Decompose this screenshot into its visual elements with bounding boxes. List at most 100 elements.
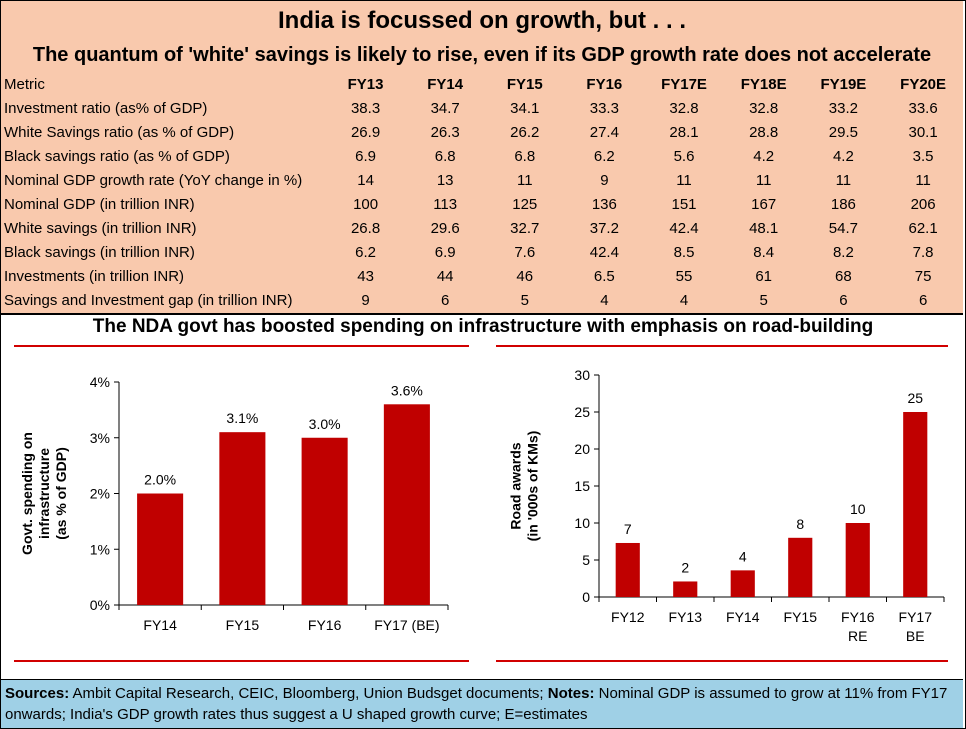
- table-cell: 61: [755, 267, 773, 285]
- table-cell: 33.6: [908, 99, 938, 117]
- table-cell: 13: [436, 171, 454, 189]
- metric-label: Investment ratio (as% of GDP): [4, 99, 208, 117]
- data-label: 3.0%: [309, 416, 341, 432]
- x-tick-label: BE: [906, 628, 925, 644]
- table-cell: 6: [839, 291, 848, 309]
- metric-label: Black savings (in trillion INR): [4, 243, 195, 261]
- table-cell: 34.7: [430, 99, 460, 117]
- sources-text: Ambit Capital Research, CEIC, Bloomberg,…: [69, 685, 548, 702]
- table-cell: 32.7: [510, 219, 540, 237]
- table-cell: 11: [676, 171, 692, 189]
- y-tick-label: 10: [574, 515, 590, 531]
- x-tick-label: FY12: [611, 609, 645, 625]
- bar: [219, 432, 266, 605]
- data-label: 25: [907, 390, 923, 406]
- table-row: White Savings ratio (as % of GDP) 26.9 26.…: [4, 120, 963, 144]
- x-tick-label: FY16: [308, 617, 342, 633]
- x-tick-label: FY16: [841, 609, 875, 625]
- table-cell: 34.1: [510, 99, 540, 117]
- table-cell: 44: [436, 267, 454, 285]
- table-cell: 100: [353, 195, 379, 213]
- table-cell: 30.1: [908, 123, 938, 141]
- data-label: 8: [796, 516, 804, 532]
- table-cell: 28.1: [669, 123, 699, 141]
- table-header-row: Metric FY13 FY14 FY15 FY16 FY17E FY18E F…: [4, 72, 963, 96]
- y-tick-label: 4%: [90, 374, 110, 390]
- table-cell: 6.2: [355, 243, 376, 261]
- bar: [615, 542, 640, 597]
- table-cell: 8.4: [753, 243, 775, 261]
- y-tick-label: 3%: [90, 430, 110, 446]
- table-cell: 32.8: [749, 99, 779, 117]
- table-cell: 7.8: [912, 243, 934, 261]
- metric-label: Investments (in trillion INR): [4, 267, 185, 285]
- y-tick-label: 0: [582, 589, 590, 605]
- table-cell: 29.5: [828, 123, 858, 141]
- table-cell: 43: [357, 267, 374, 285]
- table-cell: 75: [914, 267, 932, 285]
- table-header-cell: FY13: [347, 75, 384, 93]
- table-cell: 11: [835, 171, 852, 189]
- bar: [845, 523, 870, 597]
- table-cell: 11: [516, 171, 533, 189]
- x-tick-label: FY17: [899, 609, 933, 625]
- metrics-table: Metric FY13 FY14 FY15 FY16 FY17E FY18E F…: [4, 72, 963, 312]
- bar: [903, 412, 928, 597]
- data-label: 3.6%: [391, 382, 423, 398]
- table-cell: 3.5: [912, 147, 934, 165]
- table-cell: 29.6: [430, 219, 460, 237]
- table-cell: 14: [357, 171, 374, 189]
- divider-line: [14, 345, 469, 347]
- table-cell: 125: [512, 195, 538, 213]
- table-header-cell: FY16: [586, 75, 623, 93]
- table-cell: 9: [600, 171, 609, 189]
- x-tick-label: FY13: [669, 609, 703, 625]
- data-label: 7: [624, 521, 632, 537]
- x-tick-label: FY15: [784, 609, 818, 625]
- x-tick-label: FY14: [726, 609, 760, 625]
- table-cell: 151: [671, 195, 697, 213]
- infra-spending-chart: 0% 1% 2% 3% 4% 2.0% FY14 3.1% FY15 3.0% FY16 3.6% FY…: [19, 374, 449, 633]
- y-tick-label: 15: [574, 478, 590, 494]
- notes-text: Nominal GDP is assumed to grow at 11% fr…: [5, 685, 948, 723]
- table-header-cell: FY15: [506, 75, 543, 93]
- table-cell: 37.2: [589, 219, 619, 237]
- table-cell: 4: [600, 291, 609, 309]
- table-cell: 186: [830, 195, 856, 213]
- x-tick-label: FY17 (BE): [374, 617, 439, 633]
- table-cell: 26.9: [350, 123, 381, 141]
- table-row: Nominal GDP growth rate (YoY change in %…: [4, 168, 963, 192]
- x-tick-label: FY15: [226, 617, 260, 633]
- table-header-cell: Metric: [4, 75, 45, 93]
- x-tick-label: RE: [848, 628, 867, 644]
- table-header-cell: FY20E: [900, 75, 947, 93]
- y-axis-label-line: (in '000s of KMs): [525, 431, 541, 542]
- y-axis-label-line: Govt. spending on: [19, 432, 35, 555]
- table-cell: 6.9: [355, 147, 376, 165]
- table-cell: 136: [591, 195, 617, 213]
- table-cell: 4: [679, 291, 689, 309]
- table-cell: 5: [520, 291, 529, 309]
- table-cell: 33.3: [589, 99, 619, 117]
- data-label: 10: [850, 501, 866, 517]
- x-tick-label: FY14: [143, 617, 177, 633]
- table-cell: 167: [751, 195, 777, 213]
- table-cell: 6.9: [434, 243, 456, 261]
- table-header-cell: FY17E: [661, 75, 707, 93]
- table-cell: 5: [759, 291, 768, 309]
- y-tick-label: 25: [574, 404, 590, 420]
- table-cell: 11: [915, 171, 931, 189]
- table-cell: 8.2: [832, 243, 854, 261]
- table-cell: 6.2: [593, 147, 615, 165]
- metric-label: Savings and Investment gap (in trillion …: [4, 291, 293, 309]
- divider-line: [496, 345, 948, 347]
- table-row: Investments (in trillion INR) 43 44 46 6.5 55…: [4, 264, 963, 288]
- table-row: White savings (in trillion INR) 26.8 29.6 3…: [4, 216, 963, 240]
- table-cell: 54.7: [828, 219, 858, 237]
- table-cell: 6.8: [514, 147, 536, 165]
- table-cell: 6.8: [434, 147, 456, 165]
- data-label: 2.0%: [144, 472, 176, 488]
- table-cell: 27.4: [589, 123, 619, 141]
- table-row: Nominal GDP (in trillion INR) 100 113 125 13…: [4, 192, 963, 216]
- table-cell: 32.8: [669, 99, 699, 117]
